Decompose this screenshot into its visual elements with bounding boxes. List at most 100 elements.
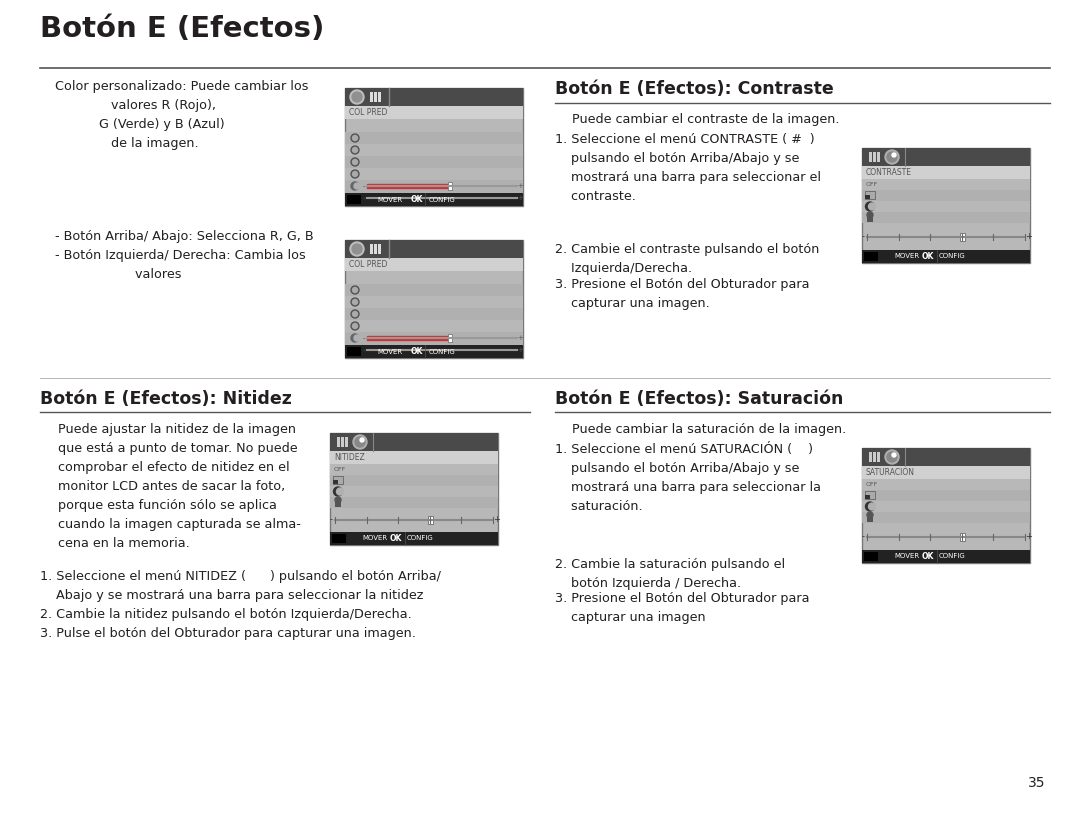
Bar: [345, 240, 523, 358]
Circle shape: [885, 450, 899, 464]
Circle shape: [892, 453, 896, 457]
Text: Puede ajustar la nitidez de la imagen
que está a punto de tomar. No puede
compro: Puede ajustar la nitidez de la imagen qu…: [58, 423, 301, 550]
Text: Botón E (Efectos): Botón E (Efectos): [40, 15, 324, 43]
Text: -: -: [862, 232, 864, 241]
Bar: [960, 532, 964, 540]
Bar: [330, 475, 498, 486]
Bar: [333, 476, 343, 484]
Text: CONTRASTE: CONTRASTE: [866, 168, 912, 177]
Bar: [447, 182, 451, 190]
Bar: [330, 451, 498, 464]
Text: Botón E (Efectos): Nitidez: Botón E (Efectos): Nitidez: [40, 390, 292, 408]
Circle shape: [352, 171, 357, 177]
Bar: [330, 532, 498, 545]
Circle shape: [337, 488, 343, 495]
Circle shape: [335, 497, 341, 503]
Bar: [374, 92, 377, 102]
Bar: [865, 495, 870, 499]
Circle shape: [354, 335, 360, 341]
Circle shape: [351, 346, 359, 354]
Bar: [862, 148, 1030, 166]
Circle shape: [868, 503, 876, 510]
Bar: [330, 464, 498, 475]
Circle shape: [892, 153, 896, 157]
Circle shape: [351, 170, 359, 178]
Circle shape: [350, 242, 364, 256]
Bar: [370, 92, 373, 102]
Text: - Botón Arriba/ Abajo: Selecciona R, G, B
- Botón Izquierda/ Derecha: Cambia los: - Botón Arriba/ Abajo: Selecciona R, G, …: [55, 230, 313, 281]
Text: -: -: [329, 516, 333, 525]
Bar: [869, 152, 872, 162]
Bar: [347, 195, 361, 204]
Circle shape: [354, 195, 360, 201]
Bar: [345, 344, 523, 356]
Bar: [345, 345, 523, 358]
Text: 1. Seleccione el menú NITIDEZ (      ) pulsando el botón Arriba/
    Abajo y se : 1. Seleccione el menú NITIDEZ ( ) pulsan…: [40, 570, 441, 640]
Bar: [869, 452, 872, 462]
Circle shape: [351, 194, 359, 202]
Circle shape: [360, 438, 364, 442]
Bar: [440, 194, 444, 202]
Circle shape: [351, 286, 359, 294]
Bar: [335, 502, 341, 507]
Text: 1. Seleccione el menú CONTRASTE ( #  )
    pulsando el botón Arriba/Abajo y se
 : 1. Seleccione el menú CONTRASTE ( # ) pu…: [555, 133, 821, 203]
Bar: [330, 433, 498, 451]
Text: +: +: [517, 183, 523, 189]
Bar: [862, 479, 1030, 490]
Bar: [330, 433, 498, 545]
Bar: [865, 491, 875, 499]
Text: +: +: [517, 335, 523, 341]
Bar: [862, 201, 1030, 212]
Circle shape: [351, 158, 359, 166]
Bar: [367, 336, 449, 340]
Circle shape: [352, 160, 357, 165]
Circle shape: [352, 299, 357, 305]
Bar: [345, 437, 348, 447]
Bar: [345, 296, 523, 308]
Circle shape: [352, 311, 357, 316]
Circle shape: [867, 512, 873, 518]
Bar: [345, 132, 523, 144]
Bar: [862, 512, 1030, 523]
Text: COL PRED: COL PRED: [349, 260, 388, 269]
Bar: [345, 193, 523, 206]
Bar: [332, 534, 346, 543]
Text: 3. Presione el Botón del Obturador para
    capturar una imagen: 3. Presione el Botón del Obturador para …: [555, 592, 810, 624]
Text: CONFIG: CONFIG: [939, 553, 966, 560]
Bar: [367, 348, 442, 352]
Circle shape: [865, 502, 875, 511]
Text: OFF: OFF: [866, 482, 878, 487]
Text: -: -: [363, 195, 365, 201]
Bar: [345, 156, 523, 168]
Bar: [960, 232, 964, 240]
Circle shape: [352, 148, 357, 152]
Text: Botón E (Efectos): Contraste: Botón E (Efectos): Contraste: [555, 80, 834, 98]
Text: +: +: [1026, 532, 1032, 541]
Bar: [862, 148, 1030, 263]
Bar: [345, 332, 523, 344]
Text: +: +: [517, 347, 523, 353]
Bar: [345, 258, 523, 271]
Bar: [867, 217, 873, 222]
Text: OFF: OFF: [866, 182, 878, 187]
Bar: [378, 244, 381, 254]
Bar: [440, 346, 444, 354]
Text: CONFIG: CONFIG: [407, 535, 433, 541]
Text: OK: OK: [922, 552, 934, 561]
Text: +: +: [1026, 232, 1032, 241]
Circle shape: [351, 182, 359, 190]
Bar: [367, 184, 449, 188]
Circle shape: [351, 134, 359, 142]
Circle shape: [353, 435, 367, 449]
Text: +: +: [494, 516, 500, 525]
Text: OK: OK: [390, 534, 402, 543]
Bar: [370, 244, 373, 254]
Circle shape: [352, 324, 357, 328]
Circle shape: [351, 146, 359, 154]
Text: COL PRED: COL PRED: [349, 108, 388, 117]
Text: 1. Seleccione el menú SATURACIÓN (    )
    pulsando el botón Arriba/Abajo y se
: 1. Seleccione el menú SATURACIÓN ( ) pul…: [555, 443, 821, 513]
Bar: [862, 501, 1030, 512]
Circle shape: [334, 487, 342, 496]
Circle shape: [352, 288, 357, 293]
Text: Puede cambiar el contraste de la imagen.: Puede cambiar el contraste de la imagen.: [572, 113, 839, 126]
